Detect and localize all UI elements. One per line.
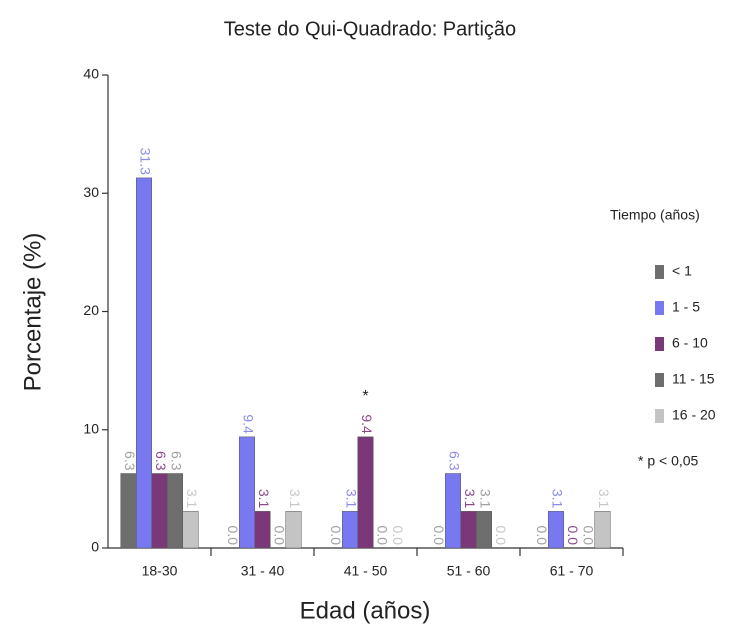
y-tick-label: 10 [83, 420, 99, 436]
x-tick-label: 31 - 40 [241, 563, 285, 579]
bar [285, 511, 302, 549]
value-label: 0.0 [328, 526, 344, 546]
value-label: 6.3 [168, 451, 184, 471]
legend-label: 1 - 5 [672, 299, 700, 315]
x-tick-label: 41 - 50 [344, 563, 388, 579]
bar [120, 473, 137, 549]
value-label: 3.1 [287, 489, 303, 509]
note: * p < 0,05 [638, 453, 699, 469]
value-label: 0.0 [580, 526, 596, 546]
value-label: 0.0 [374, 526, 390, 546]
bar [254, 511, 271, 549]
value-label: 0.0 [390, 526, 406, 546]
value-label: 3.1 [256, 489, 272, 509]
value-label: 6.3 [446, 451, 462, 471]
y-tick-label: 0 [91, 539, 99, 555]
legend-label: 16 - 20 [672, 407, 716, 423]
value-label: 31.3 [137, 148, 153, 175]
bar [460, 511, 477, 549]
value-label: 3.1 [596, 489, 612, 509]
value-label: 3.1 [477, 489, 493, 509]
bar [476, 511, 492, 549]
value-label: 3.1 [462, 489, 478, 509]
y-tick-label: 40 [83, 66, 99, 82]
value-label: 9.4 [359, 414, 375, 434]
bar [182, 511, 199, 549]
value-label: 0.0 [431, 526, 447, 546]
value-label: 6.3 [122, 451, 138, 471]
value-label: 0.0 [271, 526, 287, 546]
y-axis-label: Porcentaje (%) [19, 233, 46, 392]
legend-label: 6 - 10 [672, 335, 708, 351]
value-label: 3.1 [343, 489, 359, 509]
value-label: 3.1 [549, 489, 565, 509]
value-label: 0.0 [534, 526, 550, 546]
legend-label: 11 - 15 [672, 371, 715, 387]
bar [151, 473, 168, 549]
chart-title: Teste do Qui-Quadrado: Partição [224, 18, 516, 40]
value-label: 9.4 [240, 414, 256, 434]
value-label: 0.0 [493, 526, 509, 546]
y-tick-label: 20 [83, 302, 99, 318]
value-label: 6.3 [153, 451, 169, 471]
value-label: 3.1 [184, 489, 200, 509]
bar [594, 511, 611, 549]
legend-title: Tiempo (años) [610, 207, 700, 223]
value-label: 0.0 [565, 526, 581, 546]
legend-swatch [655, 409, 664, 423]
legend-label: < 1 [672, 263, 692, 279]
y-tick-label: 30 [83, 184, 99, 200]
x-axis-label: Edad (años) [300, 597, 431, 624]
bar [239, 436, 255, 549]
x-tick-label: 61 - 70 [550, 563, 594, 579]
bar [548, 511, 564, 549]
x-tick-label: 18-30 [142, 563, 178, 579]
bar [342, 511, 358, 549]
bar [357, 436, 374, 549]
bar [136, 177, 152, 549]
x-tick-label: 51 - 60 [447, 563, 491, 579]
bar [167, 473, 183, 549]
legend-swatch [655, 373, 664, 387]
legend-swatch [655, 301, 664, 315]
bar [445, 473, 461, 549]
legend-swatch [655, 265, 664, 279]
value-label: 0.0 [225, 526, 241, 546]
legend-swatch [655, 337, 664, 351]
annotation: * [362, 388, 368, 405]
